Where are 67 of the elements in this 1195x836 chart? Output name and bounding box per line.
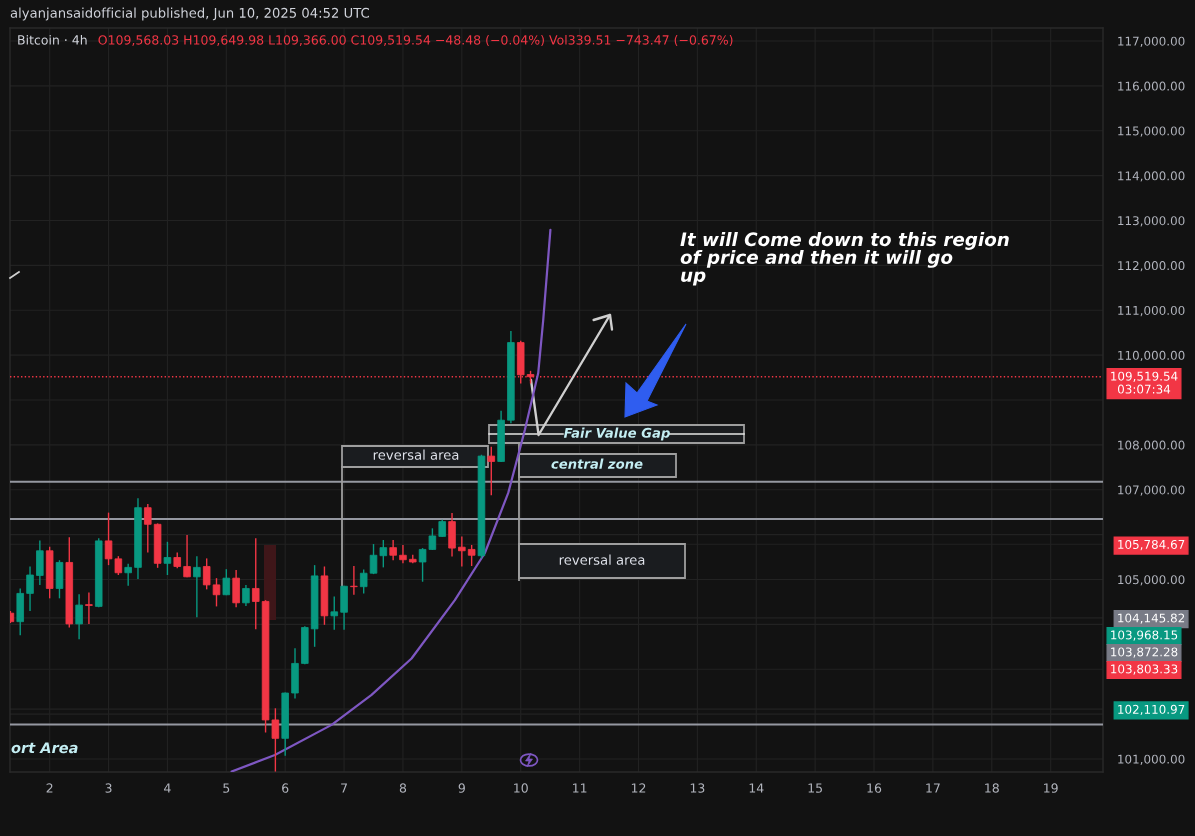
annotation: central zone <box>551 458 643 469</box>
candlestick <box>202 557 211 591</box>
candlestick <box>26 565 34 612</box>
y-tick-label: 102,110.97 <box>1118 704 1185 716</box>
candlestick <box>458 535 466 568</box>
y-tick-label: 101,000.00 <box>1118 754 1185 765</box>
annotation: reversal area <box>373 449 459 460</box>
ref-line-label: 109,519.54 03:07:34 <box>1111 371 1178 394</box>
candlestick <box>183 534 191 578</box>
y-tick-label: 114,000.00 <box>1118 171 1185 182</box>
y-tick-label: 116,000.00 <box>1118 81 1185 92</box>
y-tick-label: 113,000.00 <box>1118 216 1185 227</box>
text: 103,803.33 <box>1111 664 1178 675</box>
text: 103,968.15 <box>1111 630 1178 641</box>
x-tick-label: 12 <box>631 783 646 793</box>
chart-title: Bitcoin · 4h <box>18 34 87 45</box>
y-tick-label: 108,000.00 <box>1118 440 1185 451</box>
candlestick <box>389 539 397 561</box>
x-tick-label: 4 <box>164 783 171 793</box>
x-tick-label: 7 <box>341 783 347 793</box>
y-tick-label: 107,000.00 <box>1118 485 1185 496</box>
y-tick-label: 105,784.67 <box>1118 539 1185 551</box>
candlestick <box>399 544 407 565</box>
text: 103,872.28 <box>1111 647 1178 658</box>
x-tick-label: 6 <box>282 783 289 793</box>
y-tick-label: 115,000.00 <box>1118 126 1185 137</box>
x-tick-label: 10 <box>514 783 528 793</box>
candlestick <box>193 555 201 618</box>
candlestick <box>359 568 368 595</box>
text: alyanjansaidofficial published, Jun 10, 2025 04:52 UTC <box>10 7 369 21</box>
x-tick-label: 5 <box>223 783 230 793</box>
candlestick <box>212 577 221 608</box>
candlestick <box>242 584 250 607</box>
candlestick <box>222 568 231 596</box>
annotation: Fair Value Gap <box>563 427 670 441</box>
y-tick-label: 111,000.00 <box>1118 305 1185 317</box>
y-tick-label: 105,000.00 <box>1118 575 1185 586</box>
candlestick <box>467 544 476 567</box>
x-tick-label: 9 <box>458 783 465 793</box>
candlestick <box>251 537 260 630</box>
x-tick-label: 14 <box>749 783 764 793</box>
x-tick-label: 17 <box>926 783 940 793</box>
candlestick <box>163 541 172 576</box>
candlestick <box>85 591 93 625</box>
x-tick-label: 16 <box>867 783 882 793</box>
candlestick <box>330 595 339 631</box>
y-tick-label: 112,000.00 <box>1118 261 1185 272</box>
text: O109,568.03 H109,649.98 L109,366.00 C109,519.54 −48.48 (−0.04%) Vol339.51 −743.47 (−0.67%) <box>98 34 733 47</box>
y-tick-label: 117,000.00 <box>1118 36 1185 47</box>
x-tick-label: 19 <box>1044 783 1058 793</box>
candlestick <box>124 563 132 587</box>
candlestick <box>144 503 152 554</box>
y-tick-label: 104,145.82 <box>1118 613 1185 624</box>
x-tick-label: 13 <box>690 783 705 793</box>
x-tick-label: 2 <box>46 783 53 793</box>
candlestick <box>75 593 83 640</box>
x-tick-label: 11 <box>573 783 587 793</box>
annotation: It will Come down to this region of price and then it will go up <box>680 232 1009 286</box>
x-tick-label: 18 <box>985 783 999 793</box>
x-tick-label: 15 <box>808 783 822 793</box>
line-series <box>230 228 552 772</box>
annotation: ort Area <box>11 742 78 754</box>
candlestick <box>487 445 496 496</box>
x-tick-label: 3 <box>105 783 112 793</box>
x-tick-label: 8 <box>399 783 407 793</box>
y-tick-label: 110,000.00 <box>1118 350 1185 362</box>
annotation: reversal area <box>559 554 645 565</box>
